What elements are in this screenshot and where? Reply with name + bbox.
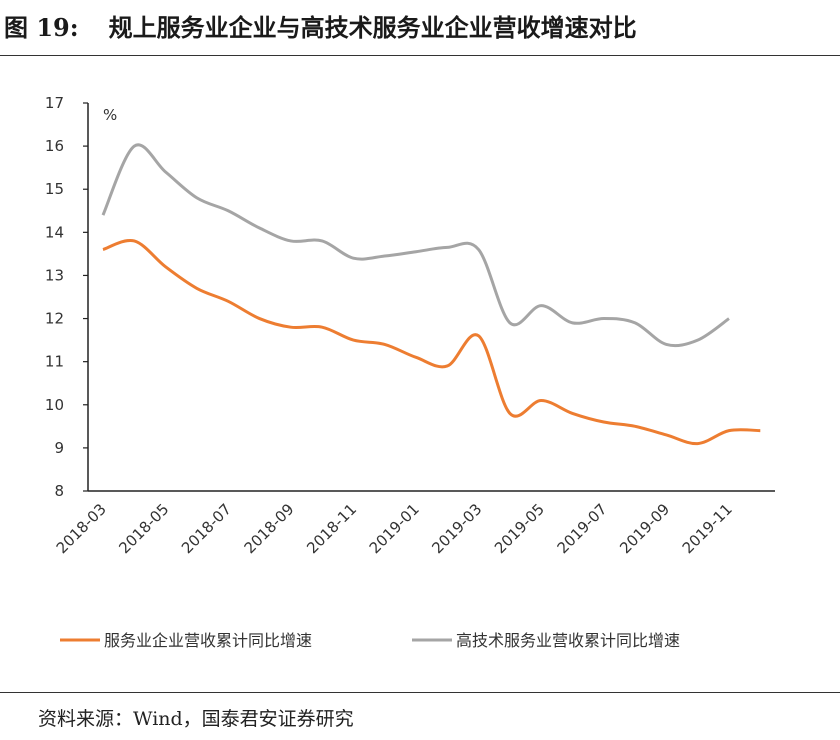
x-tick-label: 2019-01: [366, 500, 423, 557]
x-tick-label: 2019-09: [616, 500, 673, 557]
x-tick-label: 2019-05: [491, 500, 548, 557]
y-tick-label: 10: [45, 396, 64, 414]
y-tick-label: 12: [45, 310, 64, 328]
x-tick-label: 2018-09: [241, 500, 298, 557]
figure-title: 图 19: 规上服务业企业与高技术服务业企业营收增速对比: [4, 8, 637, 43]
series-line-2: [101, 143, 730, 348]
x-tick-label: 2018-07: [178, 500, 235, 557]
figure-title-text: 规上服务业企业与高技术服务业企业营收增速对比: [108, 13, 637, 42]
x-tick-label: 2019-11: [679, 500, 736, 557]
y-tick-label: 8: [54, 482, 64, 500]
y-tick-label: 11: [45, 353, 64, 371]
y-tick-label: 16: [45, 137, 64, 155]
series-line-1: [102, 238, 761, 446]
x-tick-label: 2018-11: [303, 500, 360, 557]
bottom-rule: [0, 692, 840, 693]
x-tick-label: 2018-03: [53, 500, 110, 557]
line-chart: 8 9 10 11 12 13 14 15 16 17% 2018-03 2018-05 2018-07…: [45, 94, 775, 650]
x-tick-label: 2019-03: [428, 500, 485, 557]
y-tick-label: 17: [45, 94, 64, 112]
top-rule: [0, 55, 840, 56]
y-tick-label: 9: [54, 439, 64, 457]
source-note: 资料来源：Wind，国泰君安证券研究: [38, 708, 354, 730]
legend-label: 高技术服务业营收累计同比增速: [456, 631, 680, 650]
y-tick-label: 13: [45, 266, 64, 284]
x-tick-label: 2019-07: [554, 500, 611, 557]
x-tick-label: 2018-05: [115, 500, 172, 557]
y-tick-label: 14: [45, 223, 64, 241]
y-tick-label: 15: [45, 180, 64, 198]
figure-number: 图 19:: [4, 13, 79, 42]
legend-label: 服务业企业营收累计同比增速: [104, 631, 312, 650]
y-axis-unit: %: [103, 106, 117, 124]
